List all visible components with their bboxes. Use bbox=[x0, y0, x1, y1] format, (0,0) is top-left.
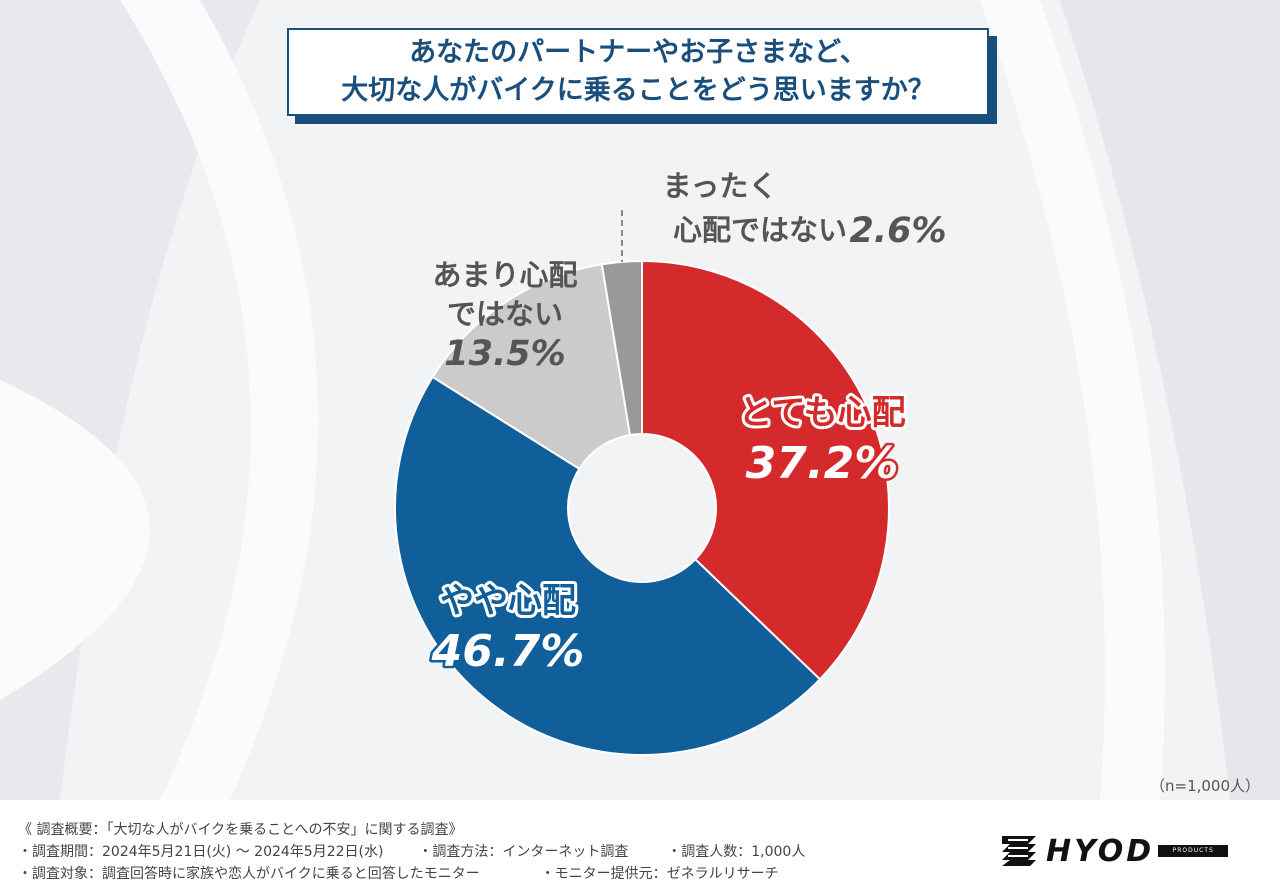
slice-label-text: 心配ではない bbox=[673, 213, 847, 247]
slice-label-text: あまり心配 bbox=[432, 258, 577, 292]
chart-title-line-1: あなたのパートナーやお子さまなど、 bbox=[409, 37, 867, 68]
pie-slice-3 bbox=[431, 263, 632, 471]
slice-label-text: まったく bbox=[663, 169, 778, 203]
hyod-emblem-icon bbox=[1002, 836, 1036, 866]
chart-title-box: あなたのパートナーやお子さまなど、 大切な人がバイクに乗ることをどう思いますか？ bbox=[287, 28, 989, 116]
slice-label-text: やや心配 bbox=[440, 581, 576, 621]
survey-period: ・調査期間：2024年5月21日(火) 〜 2024年5月22日(水) bbox=[18, 844, 384, 860]
survey-count: ・調査人数：1,000人 bbox=[667, 844, 806, 860]
survey-method: ・調査方法：インターネット調査 bbox=[418, 844, 629, 860]
slice-value-4: 2.6% bbox=[849, 211, 946, 251]
logo-sub-mark: PRODUCTS bbox=[1158, 845, 1229, 857]
survey-summary: 《 調査概要：「大切な人がバイクを乗ることへの不安」に関する調査》 ・調査期間：… bbox=[18, 819, 978, 885]
pie-slice-2 bbox=[394, 375, 822, 756]
slice-value-1: 37.2% bbox=[746, 438, 899, 489]
hyod-logo: HYOD PRODUCTS bbox=[1000, 831, 1265, 871]
pie-slice-1 bbox=[641, 259, 890, 681]
slice-label-2: やや心配 46.7% bbox=[428, 578, 587, 680]
slice-value-2: 46.7% bbox=[431, 626, 585, 677]
slice-label-1: とても心配 37.2% bbox=[735, 390, 908, 492]
survey-provider: ・モニター提供元：ゼネラルリサーチ bbox=[540, 866, 779, 882]
slice-label-text: とても心配 bbox=[738, 393, 905, 433]
survey-target: ・調査対象：調査回答時に家族や恋人がバイクに乗ると回答したモニター bbox=[18, 866, 480, 882]
survey-overview: 《 調査概要：「大切な人がバイクを乗ることへの不安」に関する調査》 bbox=[18, 822, 463, 838]
slice-value-3: 13.5% bbox=[444, 334, 565, 374]
pie-slice-4 bbox=[600, 259, 643, 437]
footer-band bbox=[0, 800, 1280, 895]
slice-label-text: ではない bbox=[447, 297, 563, 331]
logo-wordmark: HYOD bbox=[1046, 833, 1155, 869]
chart-title-line-2: 大切な人がバイクに乗ることをどう思いますか？ bbox=[341, 75, 935, 106]
sample-size-note: （n=1,000人） bbox=[1150, 777, 1261, 795]
